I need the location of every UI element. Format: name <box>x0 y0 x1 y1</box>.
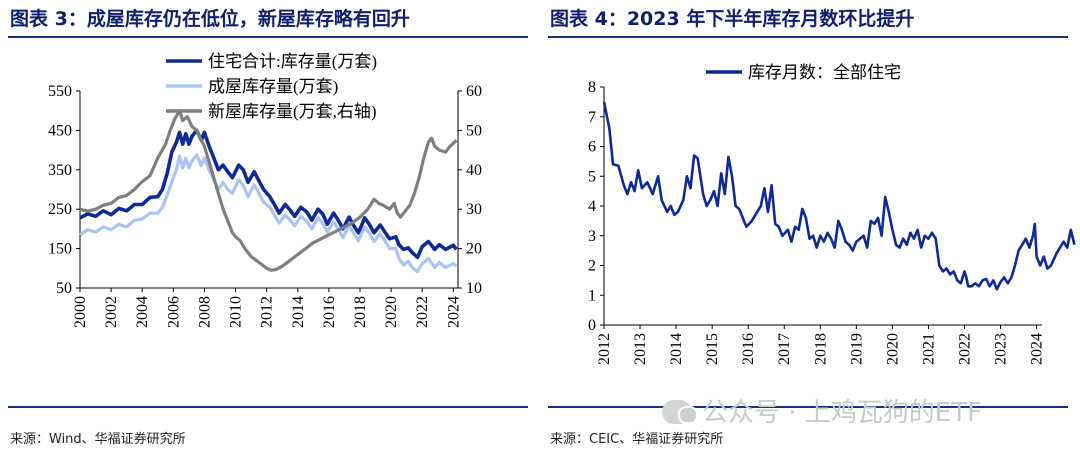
x-tick-label: 2019 <box>848 333 865 365</box>
x-tick-label: 2006 <box>165 296 182 328</box>
y-tick-label-right: 30 <box>466 201 482 218</box>
bottom-rule <box>8 406 528 408</box>
chart-panel-inventory: 图表 3：成屋库存仍在低位，新屋库存略有回升 550 450 350 250 150 50… <box>8 0 536 455</box>
x-tick-label: 2017 <box>776 333 793 365</box>
watermark-text: 公众号 · 上鸡瓦狗的ETF <box>702 398 983 428</box>
y-tick-label-left: 50 <box>56 280 72 297</box>
legend-label-0: 住宅合计:库存量(万套) <box>208 52 377 71</box>
y-tick-label-right: 10 <box>466 280 482 297</box>
x-tick-label: 2023 <box>993 333 1010 365</box>
watermark: 公众号 · 上鸡瓦狗的ETF <box>662 392 982 429</box>
y-tick-label-left: 5 <box>588 168 596 185</box>
top-rule <box>8 36 528 38</box>
y-tick-label-left: 3 <box>588 228 596 245</box>
x-tick-label: 2010 <box>228 296 245 328</box>
y-tick-label-left: 7 <box>588 109 596 126</box>
y-tick-label-left: 350 <box>48 162 72 179</box>
source-note: 来源：Wind、华福证券研究所 <box>10 432 186 447</box>
x-tick-label: 2018 <box>812 333 829 365</box>
y-tick-label-left: 4 <box>588 198 596 215</box>
top-rule <box>548 36 1068 38</box>
y-tick-label-left: 250 <box>48 201 72 218</box>
y-tick-label-left: 6 <box>588 139 596 156</box>
x-tick-label: 2022 <box>414 296 431 328</box>
series-line-0 <box>79 128 458 260</box>
x-tick-label: 2014 <box>290 296 307 328</box>
bottom-rule <box>548 406 1068 408</box>
x-tick-label: 2021 <box>920 333 937 365</box>
x-tick-label: 2018 <box>352 296 369 328</box>
x-tick-label: 2008 <box>196 296 213 328</box>
x-tick-label: 2004 <box>134 296 151 328</box>
y-tick-label-left: 1 <box>588 287 596 304</box>
y-tick-label-right: 20 <box>466 241 482 258</box>
y-tick-label-left: 8 <box>588 79 596 96</box>
x-tick-label: 2002 <box>103 296 120 328</box>
x-tick-label: 2020 <box>383 296 400 328</box>
chart-title: 图表 4：2023 年下半年库存月数环比提升 <box>550 8 915 30</box>
y-tick-label-left: 2 <box>588 258 596 275</box>
series-line-2 <box>79 109 458 272</box>
y-tick-label-right: 40 <box>466 162 482 179</box>
x-tick-label: 2020 <box>884 333 901 365</box>
legend-label-1: 成屋库存量(万套) <box>208 77 338 96</box>
series-line-0 <box>602 101 1076 291</box>
chart-title: 图表 3：成屋库存仍在低位，新屋库存略有回升 <box>10 8 410 30</box>
x-tick-label: 2016 <box>740 333 757 365</box>
x-tick-label: 2022 <box>956 333 973 365</box>
x-tick-label: 2016 <box>321 296 338 328</box>
chart-panel-months-supply: 图表 4：2023 年下半年库存月数环比提升 8 7 6 5 4 3 2 1 0 2012 2013… <box>548 0 1076 455</box>
x-tick-label: 2012 <box>596 333 613 365</box>
x-tick-label: 2013 <box>632 333 649 365</box>
y-tick-label-right: 50 <box>466 122 482 139</box>
x-tick-label: 2024 <box>1029 333 1046 365</box>
x-tick-label: 2014 <box>668 333 685 365</box>
x-tick-label: 2000 <box>72 296 89 328</box>
y-tick-label-right: 60 <box>466 83 482 100</box>
y-tick-label-left: 450 <box>48 122 72 139</box>
legend-label-2: 新屋库存量(万套,右轴) <box>208 102 377 121</box>
legend-label-0: 库存月数：全部住宅 <box>748 63 901 82</box>
y-tick-label-left: 550 <box>48 83 72 100</box>
y-tick-label-left: 150 <box>48 241 72 258</box>
wechat-icon <box>662 400 698 424</box>
x-tick-label: 2015 <box>704 333 721 365</box>
x-tick-label: 2012 <box>259 296 276 328</box>
x-tick-label: 2024 <box>445 296 462 328</box>
y-tick-label-left: 0 <box>588 317 596 334</box>
source-note: 来源：CEIC、华福证券研究所 <box>550 432 724 447</box>
series-line-1 <box>79 153 458 274</box>
